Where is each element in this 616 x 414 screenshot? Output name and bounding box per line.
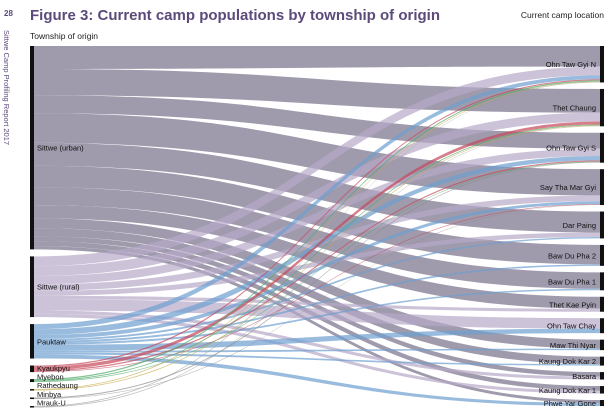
target-label-basara: Basara <box>572 372 597 381</box>
flow-rathedaung-to-ohn-taw-gyi-n <box>34 81 600 390</box>
flow-minbya-to-say-tha-mar-gyi <box>34 204 600 400</box>
flow-myebon-to-thet-chaung <box>34 124 600 382</box>
target-node-ohn-taw-gyi-n <box>600 46 604 83</box>
flow-kyaukpyu-to-ohn-taw-gyi-n <box>34 79 600 367</box>
target-label-ohn-taw-gyi-s: Ohn Taw Gyi S <box>546 144 596 153</box>
target-label-maw-thi-nyar: Maw Thi Nyar <box>550 341 597 350</box>
flow-pauktaw-to-phwe-yar-gone <box>34 354 600 407</box>
flow-pauktaw-to-kaung-dok-kar-2 <box>34 352 600 366</box>
flow-layer <box>34 46 600 408</box>
target-label-kaung-dok-kar-1: Kaung Dok Kar 1 <box>539 386 596 395</box>
flow-pauktaw-to-baw-du-pha-2 <box>34 264 600 343</box>
flow-pauktaw-to-ohn-taw-chay <box>34 328 600 351</box>
flow-pauktaw-to-ohn-taw-gyi-n <box>34 75 600 330</box>
target-node-thet-chaung <box>600 88 604 127</box>
source-node-myebon <box>30 379 34 383</box>
label-layer: Sittwe (urban) Sittwe (rural) Pauktaw Kyauk… <box>37 60 597 408</box>
flow-rathedaung-to-thet-chaung <box>34 125 600 391</box>
running-head: Sittwe Camp Profiling Report 2017 <box>2 30 11 146</box>
flow-sittwe-rural-to-basara <box>34 310 600 380</box>
flow-sittwe-rural-to-dar-paing <box>34 232 600 296</box>
target-node-phwe-yar-gone <box>600 400 604 407</box>
flow-sittwe-rural-to-ohn-taw-chay <box>34 299 600 329</box>
target-node-ohn-taw-chay <box>600 318 604 334</box>
target-node-basara <box>600 372 604 380</box>
flow-mrauk-u-to-thet-chaung <box>34 126 600 408</box>
flow-kyaukpyu-to-thet-chaung <box>34 121 600 371</box>
source-node-minbya <box>30 397 34 400</box>
flow-myebon-to-ohn-taw-gyi-n <box>34 80 600 381</box>
target-node-kaung-dok-kar-1 <box>600 386 604 394</box>
target-label-thet-kae-pyin: Thet Kae Pyin <box>549 300 596 309</box>
source-label-kyaukpyu: Kyaukpyu <box>37 364 70 373</box>
flow-kyaukpyu-to-say-tha-mar-gyi <box>34 204 600 373</box>
flow-kyaukpyu-to-ohn-taw-gyi-s <box>34 160 600 372</box>
target-label-baw-du-pha-1: Baw Du Pha 1 <box>548 277 596 286</box>
target-node-say-tha-mar-gyi <box>600 169 604 206</box>
flow-sittwe-rural-to-ohn-taw-gyi-n <box>34 66 600 267</box>
target-node-dar-paing <box>600 211 604 239</box>
flow-sittwe-urban-to-thet-kae-pyin <box>34 205 600 309</box>
flow-pauktaw-to-baw-du-pha-1 <box>34 288 600 345</box>
target-label-kaung-dok-kar-2: Kaung Dok Kar 2 <box>539 357 596 366</box>
flow-pauktaw-to-maw-thi-nyar <box>34 348 600 353</box>
source-node-kyaukpyu <box>30 365 34 373</box>
source-node-rathedaung <box>30 389 34 391</box>
flow-myebon-to-ohn-taw-gyi-s <box>34 161 600 383</box>
flow-sittwe-rural-to-ohn-taw-gyi-s <box>34 148 600 285</box>
target-node-maw-thi-nyar <box>600 339 604 351</box>
source-node-sittwe-rural <box>30 256 34 318</box>
target-label-phwe-yar-gone: Phwe Yar Gone <box>544 399 596 408</box>
origin-axis-label: Township of origin <box>30 31 99 41</box>
source-label-pauktaw: Pauktaw <box>37 337 66 346</box>
camp-axis-label: Current camp location <box>520 10 604 20</box>
flow-sittwe-urban-to-baw-du-pha-1 <box>34 187 600 289</box>
target-node-baw-du-pha-2 <box>600 244 604 266</box>
source-label-minbya: Minbya <box>37 390 62 399</box>
flow-sittwe-urban-to-kaung-dok-kar-2 <box>34 228 600 365</box>
source-node-sittwe-urban <box>30 46 34 250</box>
figure-title: Figure 3: Current camp populations by to… <box>30 7 441 24</box>
flow-sittwe-urban-to-ohn-taw-gyi-n <box>34 46 600 69</box>
target-node-kaung-dok-kar-2 <box>600 356 604 366</box>
source-node-mrauk-u <box>30 406 34 408</box>
source-node-pauktaw <box>30 324 34 359</box>
page-number: 28 <box>4 9 13 18</box>
target-label-dar-paing: Dar Paing <box>563 221 596 230</box>
source-label-rathedaung: Rathedaung <box>37 381 78 390</box>
source-label-mrauk-u: Mrauk-U <box>37 398 66 407</box>
flow-sittwe-rural-to-kaung-dok-kar-1 <box>34 313 600 394</box>
target-label-ohn-taw-chay: Ohn Taw Chay <box>547 322 596 331</box>
target-label-thet-chaung: Thet Chaung <box>553 104 596 113</box>
target-label-ohn-taw-gyi-n: Ohn Taw Gyi N <box>546 60 596 69</box>
source-label-myebon: Myebon <box>37 373 64 382</box>
flow-pauktaw-to-say-tha-mar-gyi <box>34 201 600 339</box>
flow-sittwe-urban-to-phwe-yar-gone <box>34 246 600 404</box>
target-node-baw-du-pha-1 <box>600 272 604 291</box>
flow-sittwe-urban-to-maw-thi-nyar <box>34 218 600 349</box>
source-label-sittwe-urban: Sittwe (urban) <box>37 144 84 153</box>
target-label-baw-du-pha-2: Baw Du Pha 2 <box>548 251 596 260</box>
flow-pauktaw-to-dar-paing <box>34 236 600 341</box>
flow-sittwe-rural-to-thet-chaung <box>34 112 600 277</box>
flow-minbya-to-ohn-taw-gyi-s <box>34 162 600 399</box>
target-node-thet-kae-pyin <box>600 296 604 312</box>
source-label-sittwe-rural: Sittwe (rural) <box>37 283 80 292</box>
flow-sittwe-urban-to-basara <box>34 236 600 377</box>
target-node-ohn-taw-gyi-s <box>600 132 604 163</box>
node-layer <box>30 46 604 408</box>
target-label-say-tha-mar-gyi: Say Tha Mar Gyi <box>540 183 596 192</box>
flow-mrauk-u-to-ohn-taw-gyi-n <box>34 82 600 407</box>
